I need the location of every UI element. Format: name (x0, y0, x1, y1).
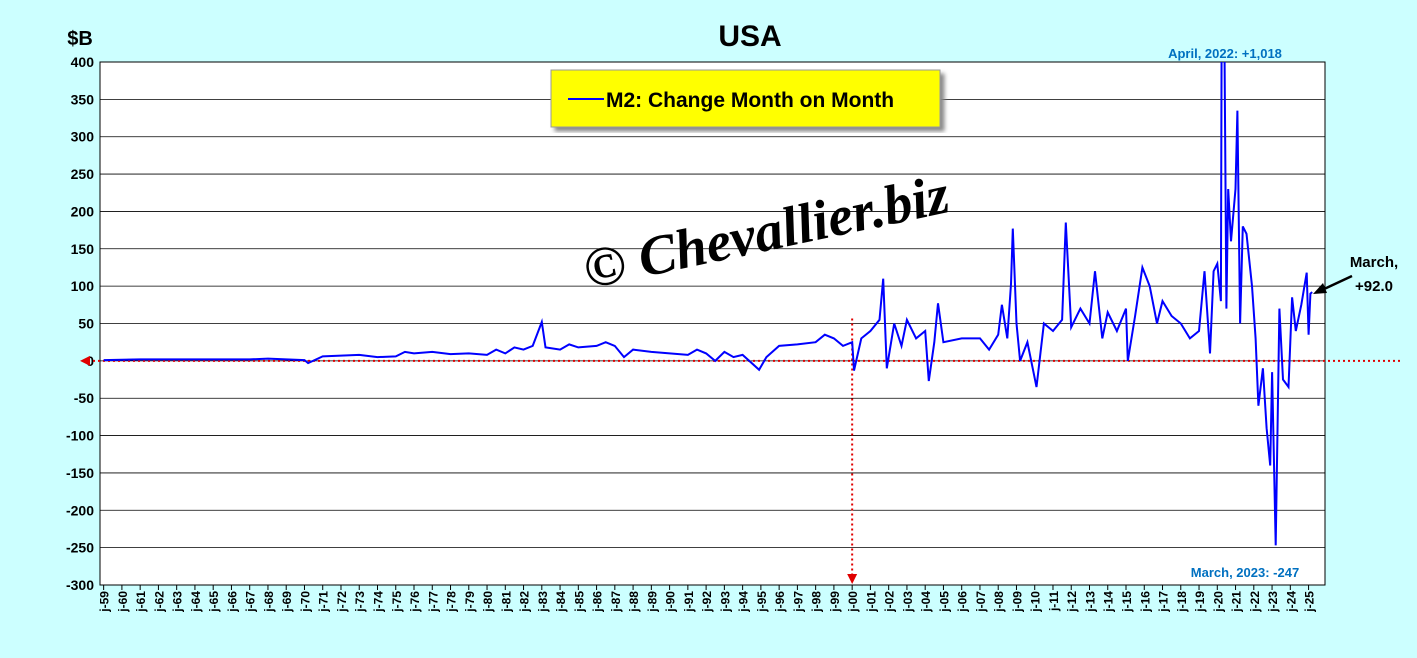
x-tick-label: j-21 (1230, 591, 1244, 613)
x-tick-label: j-09 (1010, 591, 1024, 613)
x-tick-label: j-15 (1120, 591, 1134, 613)
legend-box (550, 69, 941, 128)
x-tick-label: j-08 (992, 591, 1006, 613)
latest-arrow-head (1313, 283, 1327, 294)
y-tick-label: 200 (71, 203, 95, 219)
x-tick-label: j-96 (773, 591, 787, 613)
x-tick-label: j-91 (682, 591, 696, 613)
x-tick-label: j-99 (828, 591, 842, 613)
x-tick-label: j-66 (225, 591, 239, 613)
x-tick-label: j-95 (755, 591, 769, 613)
x-tick-label: j-23 (1266, 591, 1280, 613)
x-tick-label: j-87 (609, 591, 623, 613)
x-tick-label: j-10 (1029, 591, 1043, 613)
year-reference-arrow (847, 574, 858, 584)
x-tick-label: j-93 (718, 591, 732, 613)
x-tick-label: j-79 (463, 591, 477, 613)
x-tick-label: j-97 (791, 591, 805, 613)
y-tick-label: -300 (66, 577, 94, 593)
x-tick-label: j-72 (335, 591, 349, 613)
series-line (103, 62, 1313, 546)
y-axis-label: $B (67, 28, 93, 50)
y-tick-label: -250 (66, 540, 94, 556)
x-tick-label: j-64 (189, 591, 203, 613)
zero-reference-arrow (80, 355, 90, 366)
x-tick-label: j-14 (1102, 591, 1116, 613)
x-tick-label: j-11 (1047, 591, 1061, 612)
x-tick-label: j-65 (207, 591, 221, 613)
x-tick-label: j-59 (98, 591, 112, 613)
x-tick-label: j-04 (919, 591, 933, 613)
x-tick-label: j-74 (371, 591, 385, 613)
y-tick-label: 250 (71, 166, 95, 182)
x-tick-label: j-07 (974, 591, 988, 613)
x-tick-label: j-76 (408, 591, 422, 613)
x-tick-label: j-16 (1138, 591, 1152, 613)
x-tick-label: j-17 (1157, 591, 1171, 613)
y-tick-label: 150 (71, 241, 95, 257)
x-tick-label: j-73 (353, 591, 367, 613)
x-tick-label: j-71 (317, 591, 331, 613)
x-tick-label: j-89 (645, 591, 659, 613)
y-tick-label: -100 (66, 428, 94, 444)
chart-title: USA (718, 20, 781, 53)
x-tick-label: j-70 (298, 591, 312, 613)
x-tick-label: j-25 (1303, 591, 1317, 613)
x-tick-label: j-80 (481, 591, 495, 613)
x-tick-label: j-20 (1211, 591, 1225, 613)
x-tick-label: j-69 (280, 591, 294, 613)
y-tick-label: 350 (71, 91, 95, 107)
x-tick-label: j-61 (134, 591, 148, 613)
x-tick-label: j-75 (390, 591, 404, 613)
y-tick-label: 50 (78, 316, 94, 332)
x-tick-label: j-13 (1083, 591, 1097, 613)
annotation: March, 2023: -247 (1191, 565, 1299, 580)
x-tick-label: j-62 (152, 591, 166, 613)
x-tick-label: j-90 (664, 591, 678, 613)
x-tick-label: j-63 (171, 591, 185, 613)
y-tick-label: 400 (71, 54, 95, 70)
x-tick-label: j-83 (536, 591, 550, 613)
x-tick-label: j-00 (846, 591, 860, 613)
x-tick-label: j-84 (554, 591, 568, 613)
x-tick-label: j-92 (700, 591, 714, 613)
x-tick-label: j-03 (901, 591, 915, 613)
x-tick-label: j-68 (262, 591, 276, 613)
latest-label: March, (1350, 254, 1398, 271)
x-tick-label: j-18 (1175, 591, 1189, 613)
y-tick-label: -150 (66, 465, 94, 481)
x-tick-label: j-06 (956, 591, 970, 613)
annotation: April, 2022: +1,018 (1168, 46, 1282, 61)
x-tick-label: j-86 (591, 591, 605, 613)
x-tick-label: j-94 (737, 591, 751, 613)
x-tick-label: j-82 (518, 591, 532, 613)
y-tick-label: 300 (71, 129, 95, 145)
x-tick-label: j-01 (864, 591, 878, 613)
latest-label: +92.0 (1355, 278, 1393, 295)
y-tick-label: -200 (66, 502, 94, 518)
x-tick-label: j-60 (116, 591, 130, 613)
y-tick-label: 100 (71, 278, 95, 294)
x-tick-label: j-12 (1065, 591, 1079, 613)
x-tick-label: j-02 (883, 591, 897, 613)
x-tick-label: j-88 (627, 591, 641, 613)
x-tick-label: j-77 (426, 591, 440, 613)
latest-arrow-line (1321, 274, 1353, 292)
x-tick-label: j-22 (1248, 591, 1262, 613)
x-tick-label: j-81 (499, 591, 513, 613)
x-tick-label: j-67 (244, 591, 258, 613)
y-tick-label: -50 (74, 390, 94, 406)
x-tick-label: j-85 (572, 591, 586, 613)
legend-label: M2: Change Month on Month (606, 89, 894, 112)
x-tick-label: j-05 (937, 591, 951, 613)
x-tick-label: j-78 (445, 591, 459, 613)
y-tick-label: 0 (86, 353, 94, 369)
x-tick-label: j-24 (1284, 591, 1298, 613)
x-tick-label: j-98 (810, 591, 824, 613)
x-tick-label: j-19 (1193, 591, 1207, 613)
